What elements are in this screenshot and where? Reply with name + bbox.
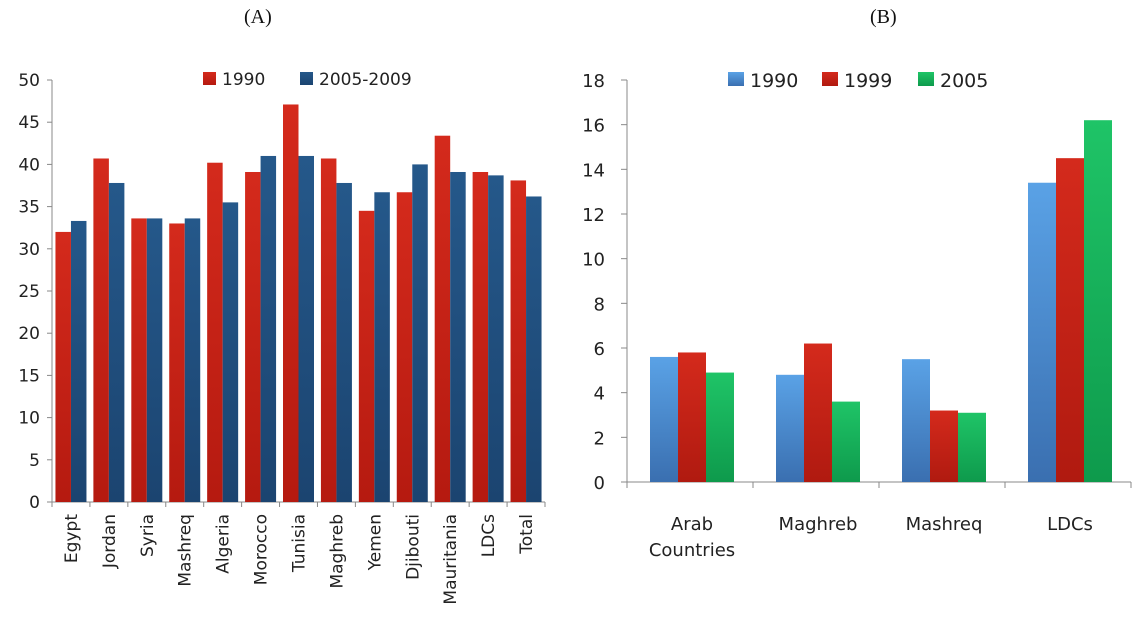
y-tick-label: 14 [582,160,605,181]
bar-1990 [320,158,337,502]
bar-1990 [902,359,930,482]
bar-2005-2009 [108,182,125,502]
legend-swatch-1990 [728,72,744,86]
y-tick-label: 10 [582,250,605,271]
legend-label: 1990 [222,70,265,90]
bar-2005-2009 [374,192,390,502]
legend-label: 1999 [844,70,892,92]
bar-2005 [832,401,860,482]
legend-swatch-2005 [918,72,934,86]
y-tick-label: 6 [594,339,605,360]
y-tick-label: 10 [18,409,40,429]
y-tick-label: 50 [18,71,40,91]
bar-1999 [804,343,832,482]
bar-1990 [245,171,261,502]
x-tick-label: Djibouti [403,514,423,580]
bar-2005-2009 [336,182,352,502]
bar-1990 [131,218,147,502]
y-tick-label: 35 [18,198,40,218]
x-tick-label: Mashreq [906,514,983,535]
legend-label: 1990 [750,70,798,92]
bar-1990 [169,223,185,503]
y-tick-label: 16 [582,116,605,137]
bar-1999 [678,352,706,482]
y-tick-label: 20 [18,324,40,344]
legend-swatch-1990 [203,72,216,85]
y-tick-label: 15 [18,366,40,386]
panel-b-label: (B) [870,6,897,28]
legend-swatch-1999 [822,72,838,86]
y-tick-label: 25 [18,282,40,302]
bar-2005 [706,372,734,482]
x-tick-label: Maghreb [779,514,858,535]
y-tick-label: 0 [594,473,605,494]
x-tick-label-line1: Arab [671,514,713,535]
y-tick-label: 0 [29,493,40,513]
bar-1990 [283,104,299,502]
bar-2005-2009 [298,155,314,502]
y-tick-label: 30 [18,240,40,260]
chart-a: 0 5 10 15 20 25 30 35 40 45 50 Egypt Jordan Syria Mash… [18,70,546,605]
bar-1990 [776,374,804,482]
x-tick-label-line2: Countries [649,540,735,561]
legend-swatch-2005-2009 [300,72,313,85]
bar-1990 [55,231,71,503]
bar-2005-2009 [222,202,239,502]
x-tick-label: Jordan [100,514,120,569]
x-tick-label: Morocco [252,514,272,585]
bar-1990 [207,162,223,502]
y-tick-label: 8 [594,294,605,315]
bar-1999 [1056,158,1084,482]
bar-1990 [434,135,451,503]
bar-2005-2009 [488,175,504,502]
x-tick-label: LDCs [479,514,499,557]
panel-a-label: (A) [244,6,272,28]
y-tick-label: 18 [582,71,605,92]
y-tick-label: 2 [594,428,605,449]
legend-label: 2005-2009 [319,70,412,90]
bar-1990 [510,180,527,502]
bar-1990 [93,158,109,502]
y-tick-label: 4 [594,384,605,405]
x-tick-label: Syria [138,514,158,557]
bar-2005 [958,412,986,482]
y-tick-label: 5 [29,451,40,471]
x-tick-label: Total [517,514,537,555]
x-tick-label: Egypt [62,514,82,563]
legend-label: 2005 [940,70,988,92]
bar-1990 [396,192,413,502]
x-tick-label: Maghreb [327,514,347,589]
x-tick-label: Yemen [365,514,385,571]
y-tick-label: 40 [18,155,40,175]
bar-2005 [1084,120,1112,482]
bar-2005-2009 [146,218,163,502]
bar-2005-2009 [70,220,87,502]
bar-1990 [358,210,375,502]
bar-2005-2009 [526,196,542,503]
bar-2005-2009 [184,218,201,502]
bar-1999 [930,410,958,482]
bar-2005-2009 [412,164,428,502]
bar-2005-2009 [260,155,277,502]
bar-1990 [650,356,678,482]
x-tick-label: Mauritania [441,514,461,605]
bar-1990 [472,171,489,502]
x-tick-label: Tunisia [290,514,310,573]
x-tick-label: LDCs [1047,514,1093,535]
x-tick-label: Mashreq [176,514,196,587]
bar-1990 [1028,182,1056,482]
x-tick-label: Algeria [214,514,234,574]
bar-2005-2009 [450,171,466,502]
y-tick-label: 45 [18,113,40,133]
y-tick-label: 12 [582,205,605,226]
